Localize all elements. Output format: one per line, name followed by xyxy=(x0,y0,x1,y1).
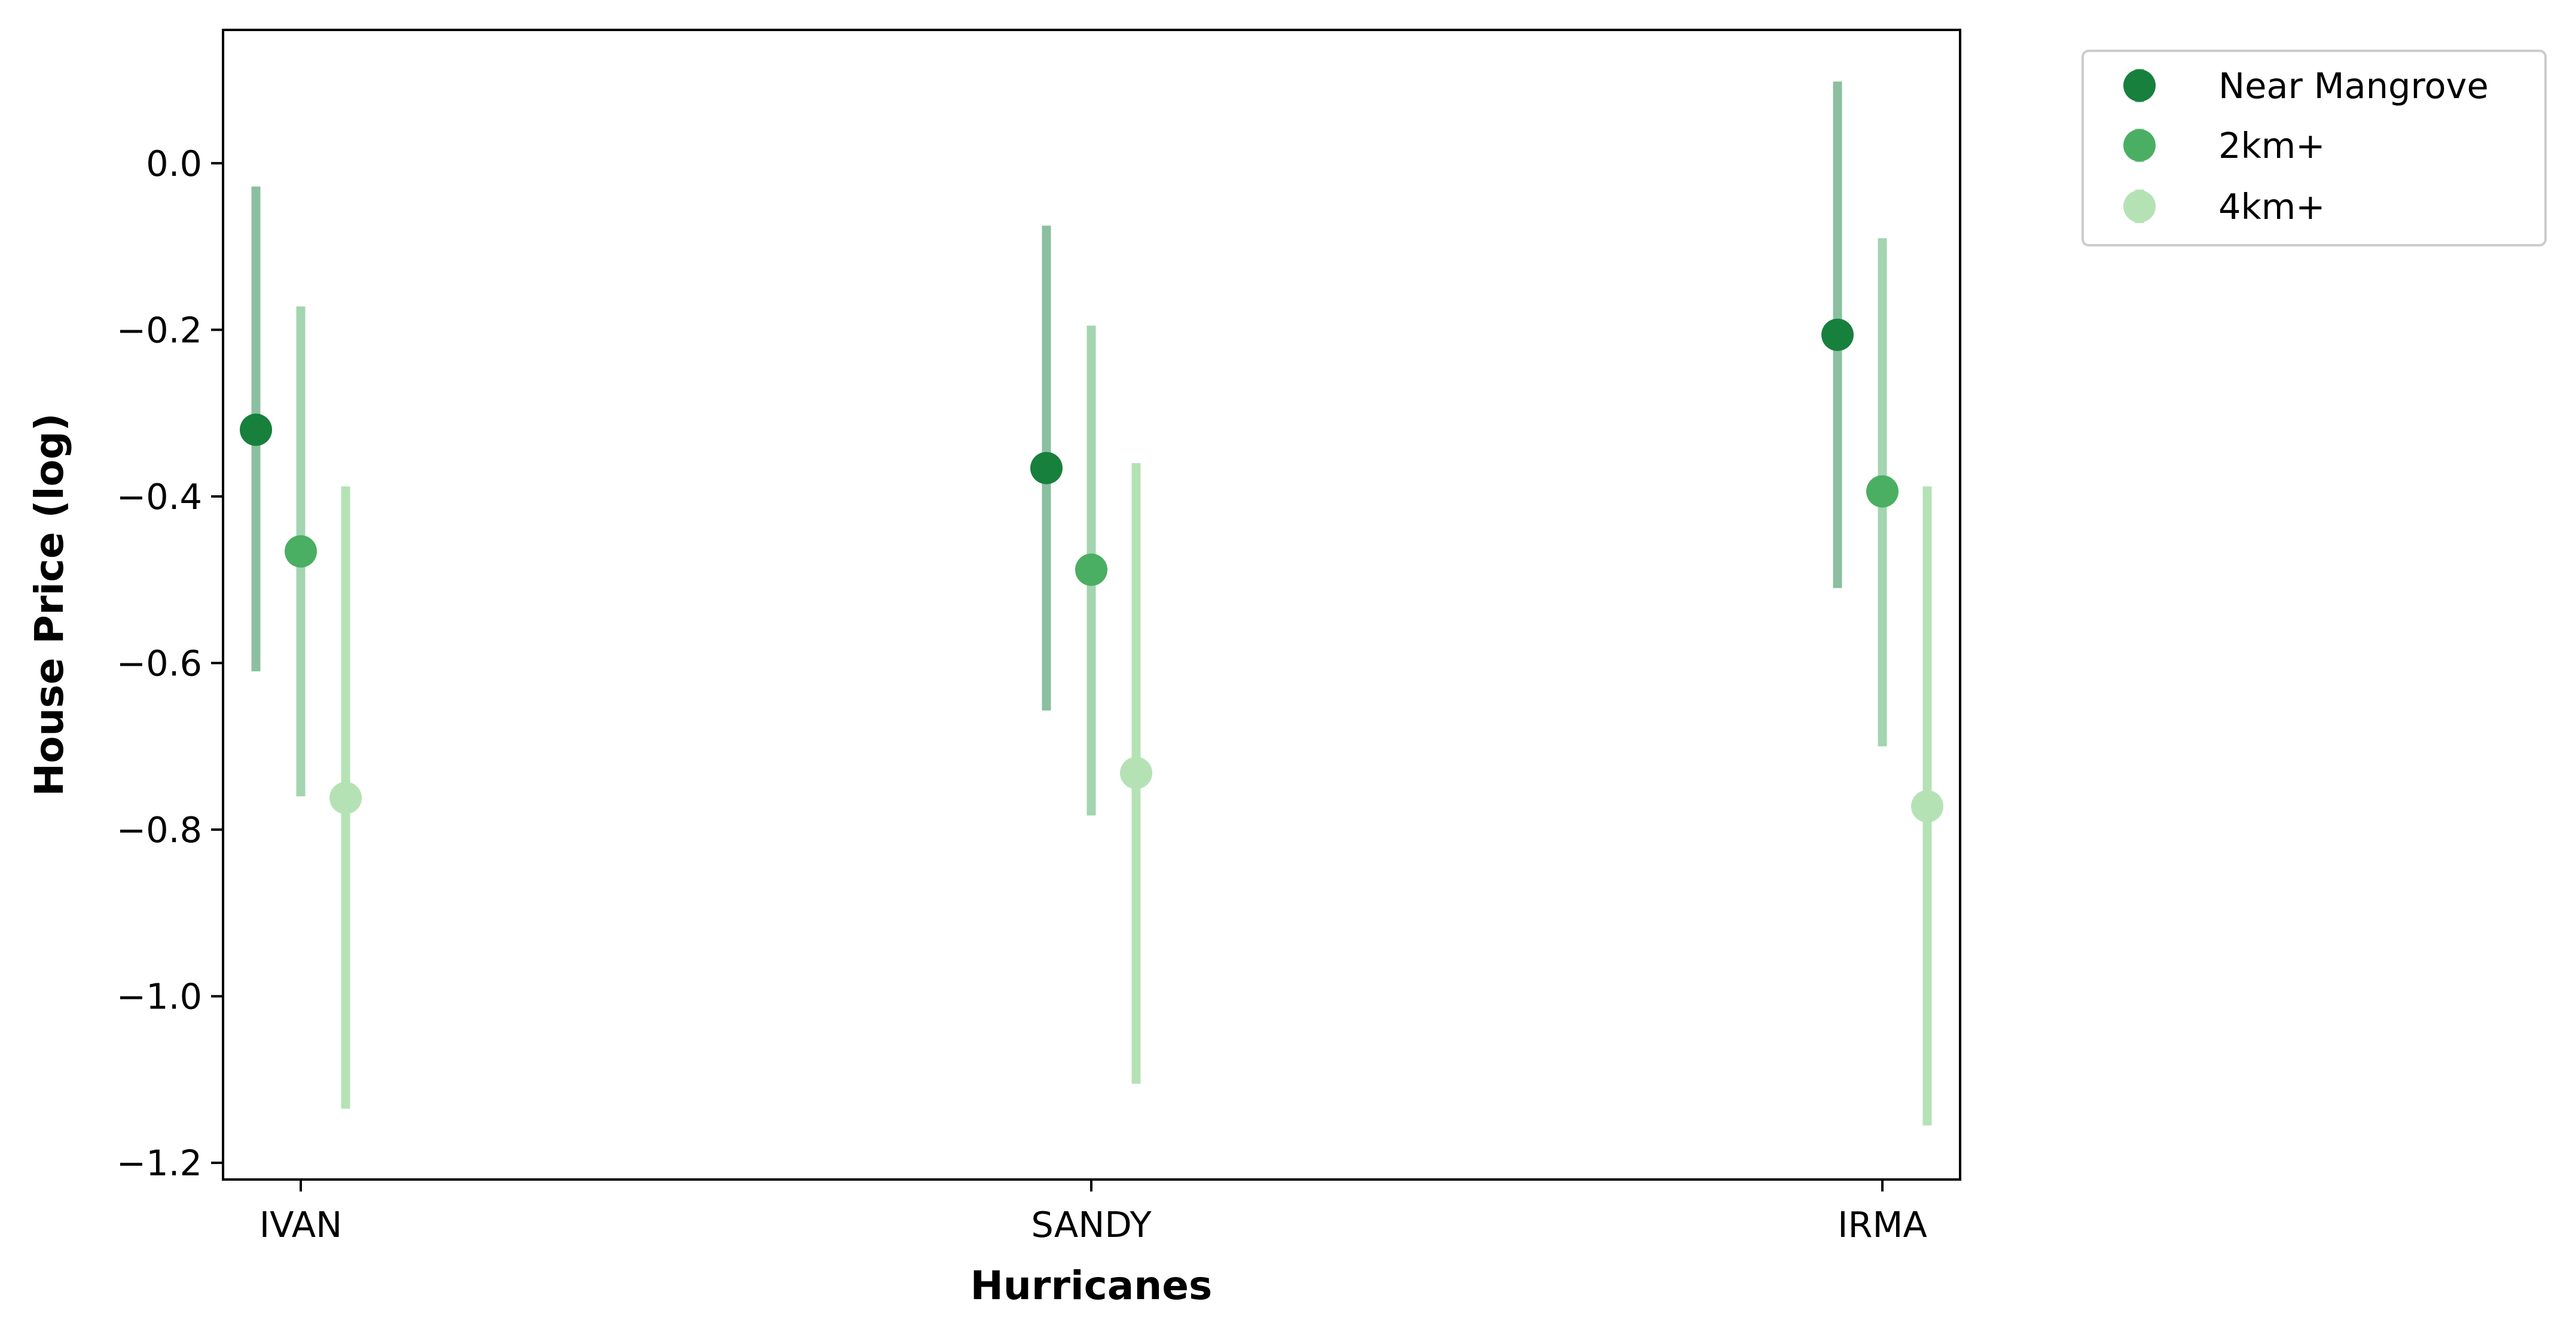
data-point xyxy=(1821,318,1854,351)
data-point xyxy=(1911,790,1943,823)
legend-marker xyxy=(2123,69,2156,102)
data-point xyxy=(329,782,362,815)
data-point xyxy=(285,535,317,568)
data-point xyxy=(1866,475,1899,508)
legend: Near Mangrove 2km+ 4km+ xyxy=(2081,50,2547,246)
data-point xyxy=(1120,757,1152,790)
x-tick-label: SANDY xyxy=(1031,1204,1152,1245)
data-point xyxy=(1030,452,1063,484)
x-axis: IVAN SANDY IRMA xyxy=(260,1180,1927,1245)
y-axis: 0.0 −0.2 −0.4 −0.6 −0.8 −1.0 −1.2 xyxy=(117,143,223,1184)
legend-label: Near Mangrove xyxy=(2218,65,2489,106)
y-tick-label: −1.0 xyxy=(117,976,202,1017)
x-tick-label: IRMA xyxy=(1838,1204,1927,1245)
data-points xyxy=(240,318,1943,823)
data-point xyxy=(1075,553,1107,586)
x-tick-label: IVAN xyxy=(260,1204,342,1245)
y-tick-label: −0.6 xyxy=(117,642,202,684)
legend-marker xyxy=(2123,129,2156,161)
y-axis-title: House Price (log) xyxy=(26,413,72,797)
y-tick-label: −0.2 xyxy=(117,309,202,351)
y-tick-label: 0.0 xyxy=(146,143,202,184)
y-tick-label: −0.8 xyxy=(117,809,202,851)
data-point xyxy=(240,413,272,446)
y-tick-label: −1.2 xyxy=(117,1142,202,1184)
x-axis-title: Hurricanes xyxy=(970,1263,1213,1309)
legend-marker xyxy=(2123,190,2156,223)
y-tick-label: −0.4 xyxy=(117,476,202,517)
legend-label: 2km+ xyxy=(2218,125,2325,166)
legend-label: 4km+ xyxy=(2218,186,2325,227)
legend-box xyxy=(2081,50,2547,246)
